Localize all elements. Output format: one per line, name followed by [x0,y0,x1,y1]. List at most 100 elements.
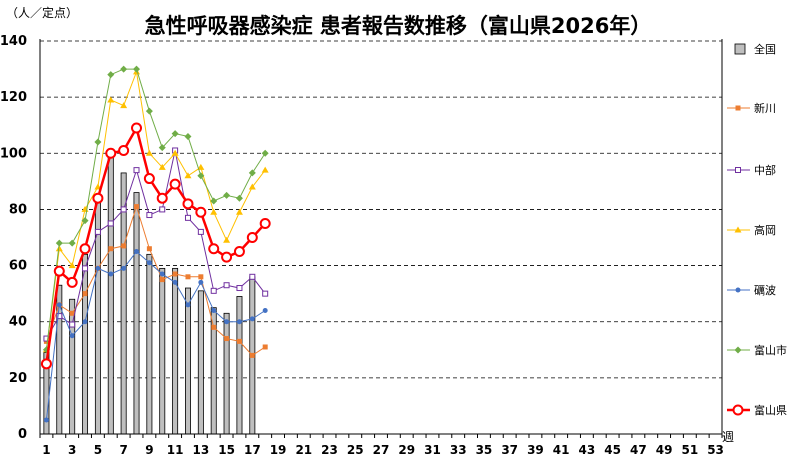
series-5-point [53,265,65,277]
x-tick-label: 23 [321,443,338,457]
series-4-point [133,65,141,73]
series-3-point [172,279,178,285]
series-1-point [223,282,230,289]
series-0-point [146,246,152,252]
series-4-point [120,65,128,73]
series-3-point [185,302,191,308]
series-3-point [159,271,165,277]
legend-label: 新川 [754,101,776,115]
series-1-point [107,220,114,227]
legend-label: 礪波 [754,284,776,297]
x-tick-label: 17 [244,443,261,457]
bar-zenkoku [197,290,204,435]
series-5-point [92,192,104,204]
series-5-point [79,243,91,255]
series-5-point [105,147,117,159]
series-0-point [185,274,191,280]
bar-zenkoku [185,287,191,435]
x-tick-label: 39 [527,443,544,457]
series-1-point [184,214,191,221]
series-1-point [94,228,101,235]
y-tick-label: 20 [9,371,27,386]
series-0-point [108,246,114,252]
legend-marker [732,404,744,416]
series-0-point [236,338,242,344]
series-5-point [259,217,271,229]
series-3-point [198,279,204,285]
series-5-point [182,198,194,210]
legend-marker [735,105,741,111]
x-tick-label: 9 [145,443,153,457]
series-4-point [235,194,243,202]
x-tick-label: 41 [553,443,570,457]
x-axis-label: 週 [722,430,734,444]
legend-marker [735,287,741,293]
series-5-point [246,232,258,243]
series-4-point [223,191,231,199]
x-tick-label: 5 [94,443,102,457]
series-3-point [236,319,242,325]
bar-zenkoku [82,253,89,435]
series-3-line [45,250,266,421]
series-2-point [55,245,63,252]
series-0-point [134,204,140,210]
series-0-point [249,352,255,358]
series-3-point [69,333,75,339]
series-3-point [249,316,255,322]
legend-label: 中部 [754,163,776,177]
y-tick-label: 120 [0,90,27,105]
series-2-point [120,102,128,109]
bar-zenkoku [236,296,243,435]
series-5-point [233,246,245,258]
series-4-point [171,130,179,138]
x-tick-label: 37 [501,443,518,457]
series-2-point [184,172,192,179]
y-tick-label: 40 [9,315,27,330]
x-tick-label: 1 [42,443,50,457]
series-4-point [210,197,218,205]
series-5-point [66,276,78,288]
x-tick-label: 19 [270,443,287,457]
series-3-point [211,307,217,313]
series-3-point [82,319,88,325]
series-3-point [95,265,101,271]
x-tick-label: 29 [398,443,415,457]
series-0-line [45,204,266,357]
series-3-point [262,307,268,313]
series-0-point [121,243,127,249]
series-3-point [146,260,152,266]
x-tick-label: 51 [681,443,698,457]
x-tick-label: 47 [630,443,647,457]
series-5-point [221,251,233,263]
series-4-point [197,172,205,180]
bar-zenkoku [172,267,179,435]
x-tick-label: 13 [192,443,209,457]
x-tick-label: 49 [656,443,673,457]
series-0-point [262,344,268,350]
x-tick-label: 33 [450,443,467,457]
bar-zenkoku [223,312,230,435]
y-tick-label: 100 [0,146,27,161]
bar-zenkoku [159,267,166,435]
series-2-point [223,236,231,243]
bar-zenkoku [133,192,140,435]
y-axis-label: （人／定点） [6,5,78,20]
series-3-point [56,302,62,308]
x-tick-label: 25 [347,443,364,457]
legend-label: 全国 [754,42,776,56]
series-2-point [107,96,115,103]
bar-zenkoku [107,150,114,435]
series-0-point [82,291,88,297]
chart-title: 急性呼吸器感染症 患者報告数推移（富山県2026年） [145,14,652,38]
series-2-point [235,208,243,215]
series-1-point [236,285,243,292]
series-4-point [248,169,256,177]
series-3-point [224,319,230,325]
x-tick-label: 15 [218,443,235,457]
series-3-point [121,265,127,271]
x-tick-label: 3 [68,443,76,457]
series-0-point [198,274,204,280]
series-0-point [172,271,178,277]
y-tick-label: 80 [9,202,27,217]
